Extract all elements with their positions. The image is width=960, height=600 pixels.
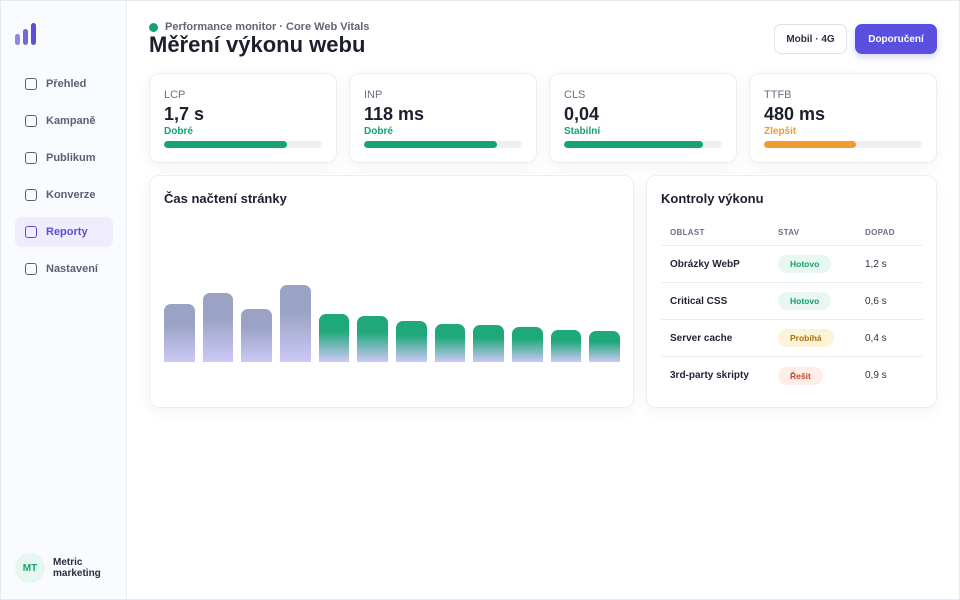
sidebar-item-reporty[interactable]: Reporty <box>15 217 113 247</box>
chart-bar <box>473 325 504 362</box>
sidebar: Přehled Kampaně Publikum Konverze Report… <box>1 1 127 599</box>
metric-label: INP <box>364 89 383 101</box>
chart-bar <box>589 331 620 362</box>
sidebar-item-prehled[interactable]: Přehled <box>15 69 113 99</box>
status-badge: Hotovo <box>778 292 832 310</box>
metric-card-cls: CLS 0,04 Stabilní <box>549 73 737 163</box>
status-badge: Probíhá <box>778 329 834 347</box>
sidebar-item-nastaveni[interactable]: Nastavení <box>15 254 113 284</box>
chart-bar <box>357 316 388 362</box>
checkbox-icon <box>25 115 37 127</box>
metric-status: Dobré <box>164 126 193 137</box>
checkbox-icon <box>25 152 37 164</box>
metric-progress <box>564 141 722 148</box>
table-row[interactable]: Critical CSS Hotovo 0,6 s <box>661 283 923 320</box>
table-header: OBLAST STAV DOPAD <box>661 220 923 246</box>
chart-bar <box>241 309 272 362</box>
metric-status: Zlepšit <box>764 126 797 137</box>
status-badge: Řešit <box>778 366 823 385</box>
load-time-chart-card: Čas načtení stránky <box>149 175 634 408</box>
checkbox-icon <box>25 263 37 275</box>
metric-card-lcp: LCP 1,7 s Dobré <box>149 73 337 163</box>
metric-value: 118 ms <box>364 104 425 124</box>
metric-label: LCP <box>164 89 186 101</box>
chart-bar <box>396 321 427 362</box>
sidebar-item-label: Nastavení <box>46 263 98 275</box>
sidebar-item-label: Přehled <box>46 78 87 90</box>
sidebar-nav: Přehled Kampaně Publikum Konverze Report… <box>15 69 113 291</box>
column-header-impact: DOPAD <box>865 228 895 237</box>
device-button[interactable]: Mobil · 4G <box>774 24 847 54</box>
metric-value: 1,7 s <box>164 104 205 124</box>
checkbox-icon <box>25 189 37 201</box>
column-header-area: OBLAST <box>670 228 705 237</box>
metric-label: TTFB <box>764 89 792 101</box>
metric-value: 0,04 <box>564 104 600 124</box>
metric-progress <box>764 141 922 148</box>
row-impact: 0,6 s <box>865 295 887 307</box>
table-row[interactable]: 3rd-party skripty Řešit 0,9 s <box>661 357 923 394</box>
metric-card-inp: INP 118 ms Dobré <box>349 73 537 163</box>
row-impact: 1,2 s <box>865 258 887 270</box>
checkbox-icon <box>25 78 37 90</box>
sidebar-item-konverze[interactable]: Konverze <box>15 180 113 210</box>
row-area: Obrázky WebP <box>670 258 740 270</box>
sidebar-item-label: Reporty <box>46 226 88 238</box>
recommendations-button[interactable]: Doporučení <box>855 24 937 54</box>
row-impact: 0,4 s <box>865 332 887 344</box>
chart-title: Čas načtení stránky <box>164 191 287 206</box>
sidebar-item-kampane[interactable]: Kampaně <box>15 106 113 136</box>
chart-bar <box>512 327 543 362</box>
metric-value: 480 ms <box>764 104 826 124</box>
chart-bar <box>202 293 234 362</box>
subtitle-text: Performance monitor · Core Web Vitals <box>165 21 370 33</box>
chart-bar <box>164 304 195 362</box>
metric-status: Dobré <box>364 126 393 137</box>
metric-progress <box>164 141 322 148</box>
metric-progress <box>364 141 522 148</box>
chart-bar <box>280 285 311 362</box>
status-dot-icon <box>149 22 158 32</box>
table-title: Kontroly výkonu <box>661 191 764 206</box>
sidebar-item-label: Konverze <box>46 189 96 201</box>
chart-bar <box>434 324 466 362</box>
chart-bar <box>550 330 582 362</box>
metric-status: Stabilní <box>564 126 601 137</box>
table-row[interactable]: Obrázky WebP Hotovo 1,2 s <box>661 246 923 283</box>
page-title: Měření výkonu webu <box>149 32 366 57</box>
chart-bar <box>318 314 350 362</box>
sidebar-item-label: Publikum <box>46 152 96 164</box>
row-area: Server cache <box>670 332 733 344</box>
checks-table: OBLAST STAV DOPAD Obrázky WebP Hotovo 1,… <box>661 220 923 394</box>
user-profile[interactable]: MT Metric marketing <box>15 553 113 583</box>
page-subtitle: Performance monitor · Core Web Vitals <box>149 21 369 33</box>
column-header-status: STAV <box>778 228 800 237</box>
row-impact: 0,9 s <box>865 370 887 381</box>
sidebar-item-publikum[interactable]: Publikum <box>15 143 113 173</box>
table-row[interactable]: Server cache Probíhá 0,4 s <box>661 320 923 357</box>
logo-icon[interactable] <box>15 21 39 45</box>
user-name: Metric marketing <box>53 557 101 579</box>
row-area: Critical CSS <box>670 295 728 307</box>
metric-card-ttfb: TTFB 480 ms Zlepšit <box>749 73 937 163</box>
sidebar-item-label: Kampaně <box>46 115 96 127</box>
status-badge: Hotovo <box>778 255 832 273</box>
bar-chart <box>164 216 620 362</box>
checkbox-icon <box>25 226 37 238</box>
row-area: 3rd-party skripty <box>670 370 749 381</box>
performance-checks-card: Kontroly výkonu OBLAST STAV DOPAD Obrázk… <box>646 175 937 408</box>
metric-label: CLS <box>564 89 586 101</box>
avatar: MT <box>15 553 45 583</box>
